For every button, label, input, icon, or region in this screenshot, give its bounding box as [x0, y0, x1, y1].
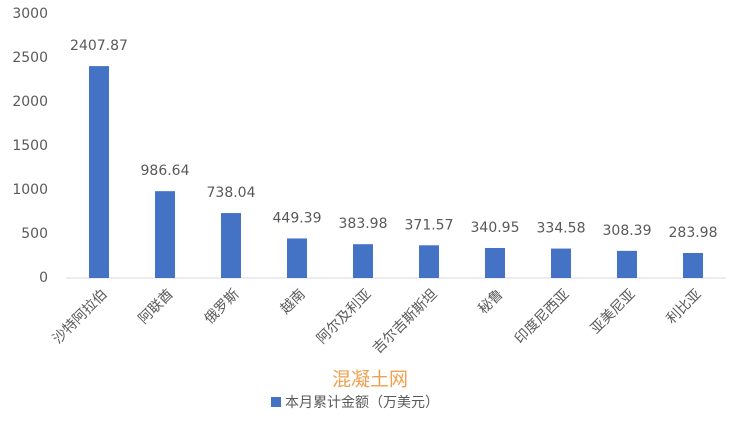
y-tick-label: 500: [21, 226, 48, 242]
value-label: 308.39: [603, 223, 652, 239]
x-tick-label: 利比亚: [664, 286, 705, 327]
bar: [221, 213, 241, 278]
value-label: 738.04: [207, 185, 256, 201]
value-label: 283.98: [669, 225, 718, 241]
x-tick-label: 亚美尼亚: [588, 286, 639, 337]
x-tick-label: 吉尔吉斯斯坦: [370, 286, 441, 357]
x-tick-label: 印度尼西亚: [512, 286, 573, 347]
watermark: 混凝土网: [332, 369, 408, 391]
bar: [485, 247, 505, 278]
y-tick-label: 0: [39, 270, 48, 286]
x-tick-label: 秘鲁: [476, 286, 507, 317]
bar: [419, 245, 439, 278]
y-tick-label: 2500: [12, 50, 48, 66]
bar: [89, 66, 109, 278]
bar: [155, 191, 175, 278]
value-label: 2407.87: [70, 38, 128, 54]
bar: [683, 253, 703, 278]
y-tick-label: 3000: [12, 6, 48, 22]
x-tick-label: 阿联酋: [135, 286, 177, 328]
x-tick-label: 阿尔及利亚: [314, 286, 375, 347]
bar: [617, 250, 637, 278]
legend-label: 本月累计金额（万美元）: [285, 395, 439, 411]
x-tick-label: 沙特阿拉伯: [50, 286, 111, 347]
value-label: 449.39: [273, 210, 322, 226]
y-tick-label: 2000: [12, 94, 48, 110]
x-tick-label: 俄罗斯: [202, 286, 243, 327]
bar: [287, 238, 307, 278]
value-label: 371.57: [405, 217, 454, 233]
value-label: 340.95: [471, 220, 520, 236]
x-tick-label: 越南: [278, 286, 309, 317]
legend-swatch: [271, 397, 281, 407]
y-tick-label: 1000: [12, 182, 48, 198]
value-label: 334.58: [537, 221, 586, 237]
y-tick-label: 1500: [12, 138, 48, 154]
value-label: 986.64: [141, 163, 190, 179]
value-label: 383.98: [339, 216, 388, 232]
bar: [353, 244, 373, 278]
bar: [551, 248, 571, 278]
